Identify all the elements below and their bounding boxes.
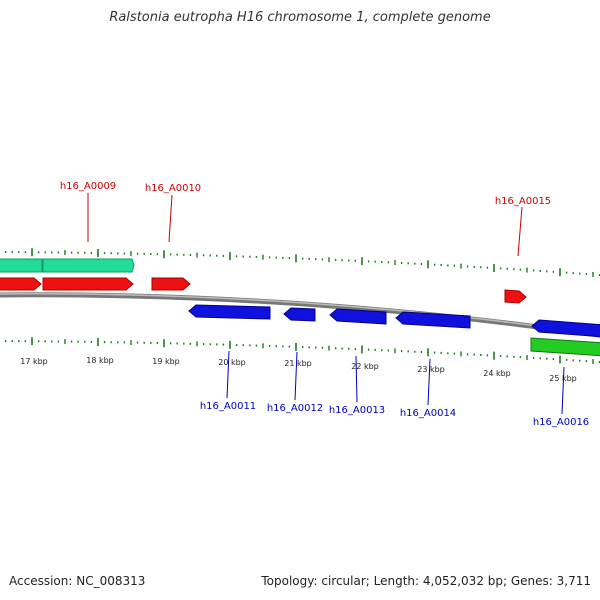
map-title: Ralstonia eutropha H16 chromosome 1, com… [109, 10, 491, 25]
forward-gene-arrow [151, 277, 191, 291]
gene-label-h16-a0011: h16_A0011 [200, 401, 256, 412]
label-leader-line [294, 351, 298, 401]
backbone [0, 292, 600, 338]
gene-label-h16-a0015: h16_A0015 [495, 196, 551, 207]
reverse-gene-arrow [531, 319, 600, 338]
gene-label-h16-a0013: h16_A0013 [329, 405, 385, 416]
upper-tick-row [4, 248, 600, 277]
scale-label: 24 kbp [483, 369, 511, 378]
scale-label: 22 kbp [351, 362, 379, 371]
lower-tick-row [4, 337, 600, 364]
gene-label-h16-a0012: h16_A0012 [267, 403, 323, 414]
reverse-gene-arrow [395, 311, 471, 329]
gene-label-h16-a0009: h16_A0009 [60, 181, 116, 192]
reverse-gene-arrow [329, 308, 387, 325]
reverse-gene-arrow [188, 304, 271, 320]
scale-label: 21 kbp [284, 359, 312, 368]
label-leader-line [517, 206, 523, 257]
label-leader-line [226, 350, 230, 399]
reverse-feature-bar [530, 337, 600, 357]
scale-label: 17 kbp [20, 357, 48, 366]
scale-label: 23 kbp [417, 365, 445, 374]
forward-gene-arrow [42, 277, 134, 291]
forward-feature-bar [42, 258, 135, 273]
gene-label-h16-a0010: h16_A0010 [145, 183, 201, 194]
scale-label: 18 kbp [86, 356, 114, 365]
scale-label: 19 kbp [152, 357, 180, 366]
scale-label: 25 kbp [549, 374, 577, 383]
accession-label: Accession: NC_008313 [9, 574, 146, 588]
label-leader-line [355, 355, 358, 403]
label-leader-line [427, 358, 431, 406]
forward-gene-arrow [504, 289, 527, 304]
scale-label: 20 kbp [218, 358, 246, 367]
gene-label-h16-a0014: h16_A0014 [400, 408, 456, 419]
label-leader-line [561, 366, 565, 415]
genome-summary: Topology: circular; Length: 4,052,032 bp… [261, 574, 591, 588]
gene-label-h16-a0016: h16_A0016 [533, 417, 589, 428]
label-leader-line [168, 194, 173, 243]
reverse-gene-arrow [283, 307, 316, 322]
forward-gene-arrow [0, 277, 42, 291]
forward-feature-bar [0, 258, 43, 273]
